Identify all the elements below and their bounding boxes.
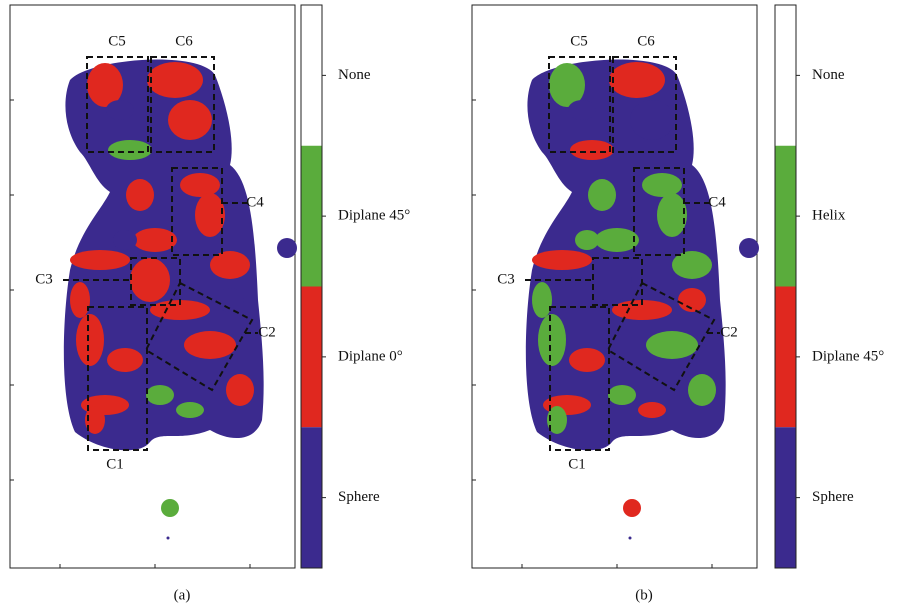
figure: C1 C2 C3 C4 C5 C6 None Diplane 45° Diplane 0° Sph… [0,0,916,612]
segment-blob [106,100,134,120]
segment-blob [646,331,698,359]
segment-blob [108,140,152,160]
colorbar-segment [301,287,322,428]
colorbar-label: Sphere [812,489,854,505]
tissue-island [739,238,759,258]
segment-blob [147,62,203,98]
segment-blob [570,140,614,160]
segment-blob [146,385,174,405]
segment-blob [133,228,177,252]
colorbar-segment [301,427,322,568]
segment-blob [568,100,596,120]
segment-blob [70,250,130,270]
segment-blob [630,100,674,140]
segment-blob [538,314,566,366]
segment-blob [195,193,225,237]
segment-blob [609,62,665,98]
panel-caption: (b) [635,587,653,603]
segment-blob [569,348,605,372]
colorbar-segment [775,287,796,428]
segment-blob [688,374,716,406]
segment-blob [180,173,220,197]
tissue-dot [629,537,632,540]
region-label: C1 [106,456,124,472]
region-label: C6 [637,33,655,49]
tissue-dot [167,537,170,540]
colorbar-segment [775,427,796,568]
region-label: C2 [720,324,738,340]
colorbar-label: None [338,67,371,83]
segment-blob [592,258,632,302]
tissue-dot [161,499,179,517]
segment-blob [638,402,666,418]
segment-blob [678,288,706,312]
segment-blob [184,331,236,359]
region-label: C4 [708,194,726,210]
segment-blob [216,288,244,312]
segment-blob [70,282,90,318]
region-label: C6 [175,33,193,49]
segment-blob [608,385,636,405]
segment-blob [588,179,616,211]
tissue-dot [623,499,641,517]
segment-blob [130,258,170,302]
segment-blob [168,100,212,140]
panel: C1 C2 C3 C4 C5 C6 None Diplane 45° Diplane 0° Sph… [10,5,410,603]
region-label: C5 [108,33,126,49]
region-label: C2 [258,324,276,340]
region-label: C3 [35,271,53,287]
segment-blob [575,230,599,250]
colorbar-label: Diplane 45° [812,348,884,364]
segment-blob [642,173,682,197]
colorbar-label: Sphere [338,489,380,505]
colorbar-segment [301,5,322,146]
region-label: C5 [570,33,588,49]
segment-blob [532,282,552,318]
colorbar-segment [775,5,796,146]
segment-blob [657,193,687,237]
segment-blob [532,250,592,270]
tissue-island [277,238,297,258]
segment-blob [113,230,137,250]
colorbar-label: Helix [812,208,846,224]
segment-blob [107,348,143,372]
colorbar-label: None [812,67,845,83]
colorbar-label: Diplane 0° [338,348,403,364]
colorbar-segment [301,146,322,287]
panel: C1 C2 C3 C4 C5 C6 None Helix Diplane 45° Sphere (b… [472,5,884,603]
segment-blob [226,374,254,406]
segment-blob [126,179,154,211]
segment-blob [176,402,204,418]
region-label: C3 [497,271,515,287]
segment-blob [595,228,639,252]
colorbar-segment [775,146,796,287]
colorbar-label: Diplane 45° [338,208,410,224]
region-label: C1 [568,456,586,472]
panel-caption: (a) [174,587,191,603]
segment-blob [76,314,104,366]
region-label: C4 [246,194,264,210]
